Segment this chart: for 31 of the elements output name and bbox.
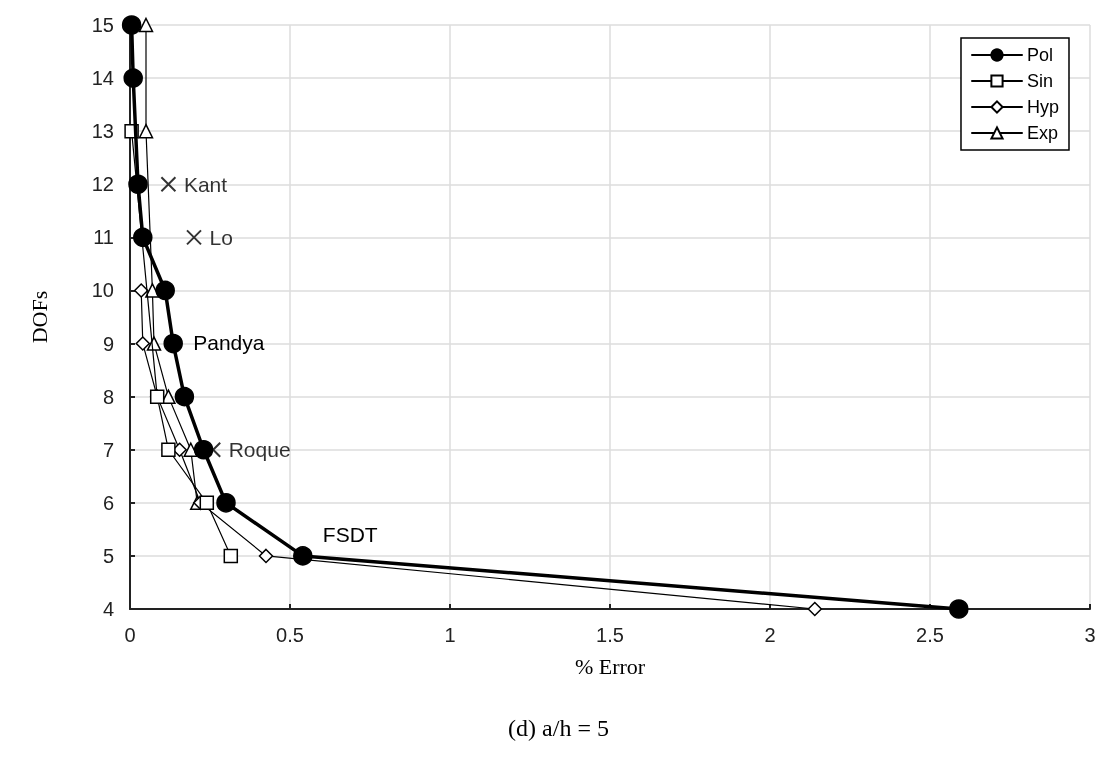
- series-label: Roque: [228, 438, 291, 462]
- y-tick-label: 15: [91, 14, 114, 36]
- series-label: Lo: [209, 225, 233, 249]
- x-tick-label: 3: [1084, 624, 1096, 646]
- y-tick-label: 9: [102, 332, 114, 355]
- y-tick-label: 14: [91, 67, 114, 90]
- x-tick-label: 2: [764, 624, 776, 646]
- x-tick-label: 1.5: [596, 624, 624, 646]
- text: (d) a/h = 5: [508, 715, 609, 741]
- legend-label: Exp: [1026, 123, 1059, 143]
- x-tick-label: 0.5: [276, 624, 304, 646]
- y-tick-label: 10: [91, 279, 114, 302]
- series-label: Kant: [183, 172, 228, 196]
- x-tick-label: 0: [124, 624, 136, 646]
- x-tick-label: 2.5: [916, 624, 944, 646]
- y-tick-label: 5: [102, 544, 114, 567]
- annotation: FSDT: [322, 522, 378, 546]
- legend-label: Sin: [1026, 71, 1054, 91]
- x-tick-label: 1: [444, 624, 456, 646]
- y-tick-label: 11: [93, 226, 114, 249]
- legend-label: Pol: [1026, 45, 1054, 65]
- y-tick-label: 8: [102, 385, 114, 408]
- y-tick-label: 12: [91, 173, 114, 196]
- y-tick-label: 7: [102, 438, 114, 461]
- y-axis-title: DOFs: [26, 290, 52, 344]
- y-tick-label: 6: [102, 491, 114, 514]
- legend-label: Hyp: [1026, 97, 1060, 117]
- y-tick-label: 4: [102, 598, 114, 620]
- annotation: Pandya: [193, 330, 265, 354]
- x-axis-title: % Error: [574, 653, 646, 679]
- y-tick-label: 13: [91, 120, 114, 143]
